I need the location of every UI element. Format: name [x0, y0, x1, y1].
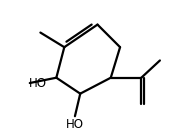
Text: HO: HO: [66, 118, 84, 131]
Text: HO: HO: [28, 76, 46, 90]
